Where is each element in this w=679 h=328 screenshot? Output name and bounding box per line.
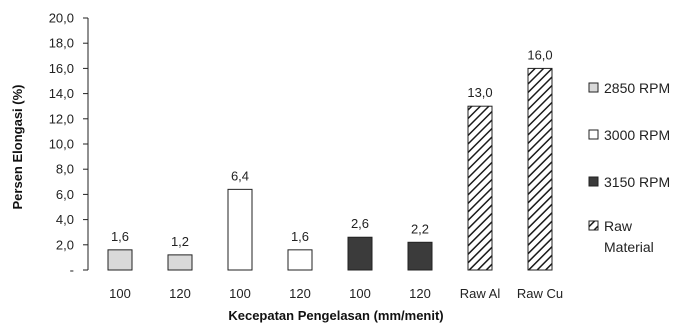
data-labels: 1,6 1,2 6,4 1,6 2,6 2,2 13,0 16,0 [111, 47, 553, 248]
y-axis-ticks: - 2,0 4,0 6,0 8,0 10,0 12,0 14,0 16,0 18,0 20,0 [49, 11, 88, 278]
bar [467, 105, 493, 271]
y-tick-label: 16,0 [49, 61, 74, 76]
x-tick-label: 120 [169, 286, 191, 301]
legend: 2850 RPM 3000 RPM 3150 RPM Raw Material [588, 80, 670, 255]
y-axis-title: Persen Elongasi (%) [10, 85, 25, 210]
y-tick-label: 6,0 [56, 187, 74, 202]
data-label: 16,0 [527, 47, 552, 62]
bar [407, 241, 433, 271]
legend-swatch [588, 176, 599, 187]
y-tick-label: 14,0 [49, 86, 74, 101]
data-label: 1,6 [111, 229, 129, 244]
bar [167, 254, 193, 271]
x-tick-label: 100 [349, 286, 371, 301]
bar [227, 188, 253, 271]
bar [107, 249, 133, 271]
x-axis-title: Kecepatan Pengelasan (mm/menit) [228, 308, 443, 323]
y-tick-label: 20,0 [49, 11, 74, 26]
x-tick-label: 120 [289, 286, 311, 301]
x-axis-ticks: 100 120 100 120 100 120 Raw Al Raw Cu [109, 286, 563, 301]
y-tick-label: 18,0 [49, 36, 74, 51]
legend-swatch [588, 82, 599, 93]
legend-swatch [588, 220, 599, 231]
legend-swatch [588, 129, 599, 140]
y-tick-label: 12,0 [49, 111, 74, 126]
bars [107, 67, 553, 271]
legend-label: 3000 RPM [604, 127, 670, 143]
data-label: 13,0 [467, 85, 492, 100]
y-tick-label: 10,0 [49, 137, 74, 152]
x-tick-label: Raw Al [460, 286, 501, 301]
legend-label: 3150 RPM [604, 174, 670, 190]
y-tick-label: 4,0 [56, 212, 74, 227]
y-tick-label: 2,0 [56, 237, 74, 252]
x-tick-label: 100 [109, 286, 131, 301]
legend-label: 2850 RPM [604, 80, 670, 96]
data-label: 1,2 [171, 234, 189, 249]
bar [287, 249, 313, 271]
data-label: 2,2 [411, 221, 429, 236]
x-tick-label: Raw Cu [517, 286, 563, 301]
x-tick-label: 120 [409, 286, 431, 301]
x-tick-label: 100 [229, 286, 251, 301]
data-label: 6,4 [231, 168, 249, 183]
y-tick-label: - [70, 263, 74, 278]
data-label: 1,6 [291, 229, 309, 244]
bar [347, 236, 373, 271]
data-label: 2,6 [351, 216, 369, 231]
bar [527, 67, 553, 271]
legend-label: Raw Material [604, 218, 654, 255]
y-tick-label: 8,0 [56, 162, 74, 177]
